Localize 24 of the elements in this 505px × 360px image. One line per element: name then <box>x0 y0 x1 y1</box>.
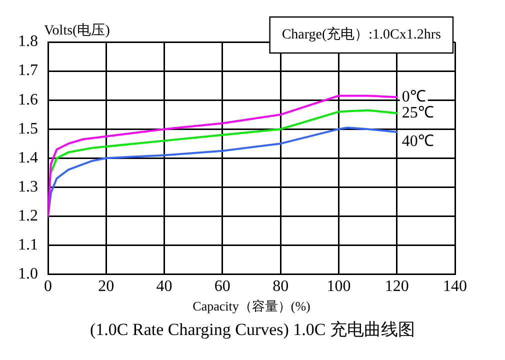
y-tick-label: 1.3 <box>18 178 38 196</box>
x-tick-label: 80 <box>272 278 289 296</box>
y-tick-label: 1.2 <box>18 207 38 224</box>
series-label: 25℃ <box>402 104 434 122</box>
x-tick-label: 100 <box>326 278 351 296</box>
y-tick-label: 1.0 <box>18 265 38 282</box>
x-tick-label: 40 <box>156 278 172 296</box>
text: (1.0C Rate Charging Curves) 1.0C 充电曲线图 <box>88 319 416 341</box>
y-tick-label: 1.7 <box>18 62 38 80</box>
y-tick-label: 1.5 <box>18 120 38 138</box>
y-axis-title: Volts(电压) <box>44 22 110 39</box>
y-tick-label: 1.4 <box>18 149 38 166</box>
y-tick-label: 1.1 <box>18 236 38 254</box>
series-label: 0℃ <box>402 88 426 106</box>
y-tick-label: 1.8 <box>18 33 38 50</box>
x-tick-label: 140 <box>443 278 467 296</box>
x-tick-label: 20 <box>98 278 114 296</box>
series-label: 40℃ <box>402 133 434 150</box>
y-tick-label: 1.6 <box>18 91 38 108</box>
x-tick-label: 120 <box>384 278 409 296</box>
x-tick-label: 0 <box>44 278 52 296</box>
x-axis-title: Capacity（容量）(%) <box>192 298 310 314</box>
annotation: Charge(充电）:1.0Cx1.2hrs <box>282 26 442 43</box>
x-tick-label: 60 <box>214 278 230 296</box>
